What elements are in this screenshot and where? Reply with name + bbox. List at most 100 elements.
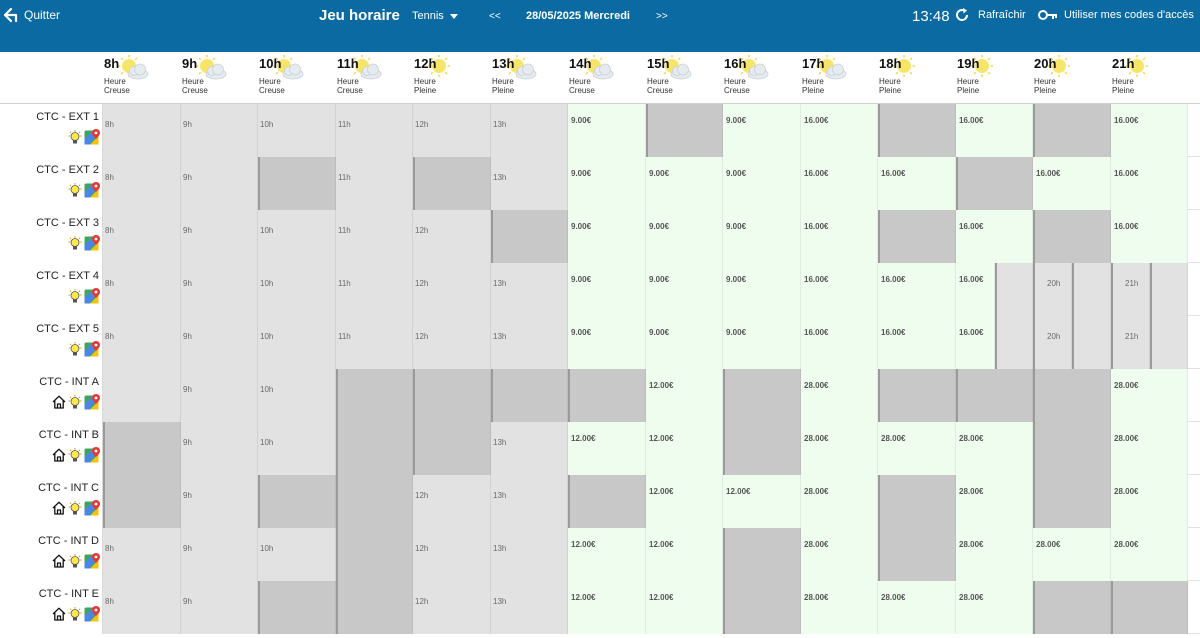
rate-label: Heure Creuse <box>647 77 687 95</box>
sun-cloud-icon <box>582 54 616 87</box>
slot-available[interactable]: 28.00€ <box>801 581 878 634</box>
slot-available[interactable]: 16.00€ <box>878 263 956 316</box>
hour-column-header: 18h Heure Pleine <box>878 52 955 104</box>
slot-available[interactable]: 12.00€ <box>568 528 646 581</box>
slot-price: 16.00€ <box>1036 169 1061 178</box>
slot-available[interactable]: 16.00€ <box>878 157 956 210</box>
slot-booked <box>336 581 413 634</box>
rate-line: Heure <box>1112 77 1134 86</box>
slot-available[interactable]: 16.00€ <box>801 104 878 157</box>
slot-available[interactable]: 9.00€ <box>568 157 646 210</box>
map-pin-icon[interactable] <box>84 341 100 362</box>
slot-booked <box>568 369 646 422</box>
slot-available[interactable]: 9.00€ <box>723 210 801 263</box>
slot-available[interactable]: 16.00€ <box>1033 157 1111 210</box>
slot-hour-label: 8h <box>105 597 114 606</box>
slot-available[interactable]: 9.00€ <box>568 316 646 369</box>
map-pin-icon[interactable] <box>84 394 100 415</box>
slot-available[interactable]: 28.00€ <box>801 475 878 528</box>
slot-available[interactable]: 16.00€ <box>801 263 878 316</box>
rate-line: Heure <box>492 77 514 86</box>
next-day-button[interactable]: >> <box>656 10 668 22</box>
map-pin-icon[interactable] <box>84 447 100 468</box>
map-pin-icon[interactable] <box>84 182 100 203</box>
slot-available[interactable]: 16.00€ <box>1111 104 1188 157</box>
slot-available[interactable]: 28.00€ <box>1111 369 1188 422</box>
slot-available[interactable]: 28.00€ <box>1111 422 1188 475</box>
map-pin-icon[interactable] <box>84 553 100 574</box>
lightbulb-icon <box>68 341 82 362</box>
slot-price: 16.00€ <box>881 169 906 178</box>
quit-button[interactable]: Quitter <box>2 5 60 25</box>
slot-booked <box>1033 422 1111 475</box>
slot-hour-label: 10h <box>260 332 274 341</box>
slot-available[interactable]: 28.00€ <box>801 369 878 422</box>
slot-price: 28.00€ <box>959 487 984 496</box>
map-pin-icon[interactable] <box>84 500 100 521</box>
slot-available[interactable]: 16.00€ <box>956 210 1033 263</box>
slot-available[interactable]: 9.00€ <box>646 157 723 210</box>
slot-available[interactable]: 9.00€ <box>723 263 801 316</box>
slot-available[interactable]: 16.00€ <box>801 316 878 369</box>
slot-available[interactable]: 9.00€ <box>723 104 801 157</box>
slot-available[interactable]: 16.00€ <box>956 104 1033 157</box>
court-name: CTC - EXT 1 <box>36 111 99 123</box>
slot-available[interactable]: 28.00€ <box>878 581 956 634</box>
map-pin-icon[interactable] <box>84 129 100 150</box>
slot-available[interactable]: 28.00€ <box>801 422 878 475</box>
slot-available[interactable]: 12.00€ <box>568 581 646 634</box>
slot-available[interactable]: 9.00€ <box>723 157 801 210</box>
slot-available[interactable]: 28.00€ <box>956 528 1033 581</box>
slot-available[interactable]: 12.00€ <box>646 528 723 581</box>
slot-available[interactable]: 12.00€ <box>646 369 723 422</box>
map-pin-icon[interactable] <box>84 606 100 627</box>
slot-available[interactable]: 9.00€ <box>568 263 646 316</box>
slot-available[interactable]: 28.00€ <box>1111 528 1188 581</box>
rate-label: Heure Pleine <box>802 77 842 95</box>
slot-available[interactable]: 28.00€ <box>878 422 956 475</box>
slot-available[interactable]: 9.00€ <box>646 210 723 263</box>
slot-booked <box>723 528 801 581</box>
slot-available[interactable]: 9.00€ <box>723 316 801 369</box>
slot-available[interactable]: 16.00€ <box>956 316 995 369</box>
map-pin-icon[interactable] <box>84 288 100 309</box>
slot-available[interactable]: 16.00€ <box>1111 210 1188 263</box>
sport-dropdown[interactable]: Tennis <box>412 7 458 25</box>
slot-available[interactable]: 9.00€ <box>568 210 646 263</box>
slot-available[interactable]: 9.00€ <box>646 263 723 316</box>
slot-hour-label: 10h <box>260 226 274 235</box>
slot-available[interactable]: 16.00€ <box>1111 157 1188 210</box>
slot-hour-label: 20h <box>1047 279 1061 288</box>
slot-available[interactable]: 16.00€ <box>801 157 878 210</box>
slot-available[interactable]: 28.00€ <box>956 581 1033 634</box>
map-pin-icon[interactable] <box>84 235 100 256</box>
court-row: CTC - INT B 9h 10h 13h 12.00€ 12.00€ 28.00€ 28.… <box>0 422 1200 475</box>
slot-price: 16.00€ <box>959 222 984 231</box>
slot-available[interactable]: 16.00€ <box>801 210 878 263</box>
hour-column-header: 12h Heure Pleine <box>413 52 490 104</box>
slot-price: 28.00€ <box>959 434 984 443</box>
slot-available[interactable]: 28.00€ <box>1033 528 1111 581</box>
slot-hour-label: 8h <box>105 120 114 129</box>
slot-available[interactable]: 12.00€ <box>568 422 646 475</box>
slot-available[interactable]: 12.00€ <box>723 475 801 528</box>
court-label-cell: CTC - INT B <box>0 422 103 475</box>
refresh-button[interactable]: Rafraîchir <box>954 6 1026 24</box>
slot-available[interactable]: 9.00€ <box>646 316 723 369</box>
previous-day-button[interactable]: << <box>489 10 501 22</box>
slot-available[interactable]: 12.00€ <box>646 422 723 475</box>
lightbulb-icon <box>68 235 82 256</box>
slot-available[interactable]: 12.00€ <box>646 475 723 528</box>
slot-available[interactable]: 12.00€ <box>646 581 723 634</box>
slot-hour-label: 11h <box>338 120 351 129</box>
slot-available[interactable]: 28.00€ <box>801 528 878 581</box>
slot-available[interactable]: 28.00€ <box>1111 475 1188 528</box>
slot-price: 28.00€ <box>959 593 984 602</box>
access-codes-button[interactable]: Utiliser mes codes d'accès <box>1038 6 1194 24</box>
court-row: CTC - INT E 8h 9h 12h 13h 12.00€ 12.00€ 28.00€ 2… <box>0 581 1200 634</box>
slot-available[interactable]: 16.00€ <box>956 263 995 316</box>
slot-available[interactable]: 28.00€ <box>956 475 1033 528</box>
slot-available[interactable]: 9.00€ <box>568 104 646 157</box>
slot-available[interactable]: 28.00€ <box>956 422 1033 475</box>
slot-available[interactable]: 16.00€ <box>878 316 956 369</box>
